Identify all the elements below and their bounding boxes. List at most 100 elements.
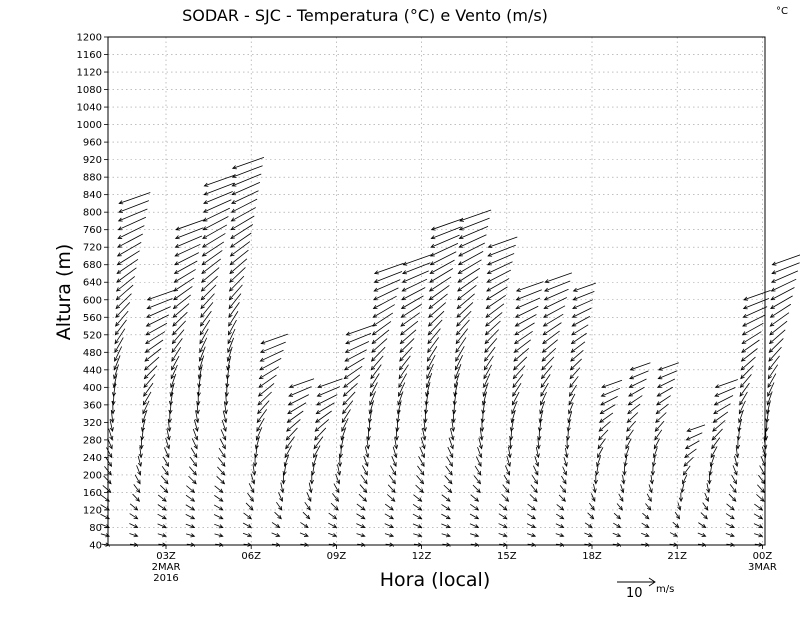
wind-barb (485, 303, 505, 318)
wind-barb (146, 298, 173, 310)
wind-barb (384, 533, 395, 538)
wind-barb (161, 466, 169, 476)
wind-barb (398, 373, 407, 389)
wind-barb (259, 349, 284, 362)
wind-barb (257, 400, 270, 415)
wind-barb (652, 447, 658, 459)
wind-barb (612, 532, 622, 537)
wind-barb (741, 339, 760, 353)
wind-barb (227, 337, 234, 354)
x-tick-label: 09Z (327, 551, 347, 562)
wind-barb (304, 501, 311, 511)
wind-barb (731, 474, 737, 485)
y-tick-label: 1160 (77, 50, 102, 61)
wind-barb (230, 224, 254, 239)
wind-barb (144, 356, 160, 371)
wind-barb (441, 504, 451, 511)
wind-barb (164, 447, 170, 459)
wind-barb (542, 313, 564, 327)
wind-barb (401, 278, 428, 292)
wind-barb (333, 483, 340, 494)
wind-barb (221, 419, 227, 433)
wind-barb (254, 436, 260, 450)
wind-barb (228, 311, 239, 327)
wind-barb (768, 338, 784, 353)
wind-barb (767, 382, 775, 397)
wind-barb (566, 420, 571, 433)
legend-unit: m/s (656, 584, 674, 595)
wind-barb (564, 448, 569, 459)
wind-barb (428, 293, 448, 310)
corner-unit-label: °C (776, 6, 788, 17)
wind-barb (702, 502, 709, 511)
wind-barb (572, 282, 596, 292)
wind-barb (429, 268, 454, 283)
wind-barb (725, 523, 735, 528)
wind-barb (285, 427, 298, 441)
wind-barb (370, 373, 380, 389)
wind-barb (686, 424, 706, 432)
wind-barb (682, 465, 691, 476)
wind-barb (141, 418, 146, 433)
wind-barb (227, 328, 236, 345)
wind-barb (427, 319, 443, 336)
y-tick-label: 40 (89, 541, 102, 552)
wind-barb (651, 456, 657, 468)
wind-barb (598, 421, 611, 432)
wind-barb (587, 512, 595, 520)
wind-barb (598, 429, 609, 441)
wind-barb (288, 386, 312, 397)
wind-barb (533, 465, 539, 476)
wind-barb (398, 382, 406, 397)
wind-barb (332, 493, 340, 502)
chart-title: SODAR - SJC - Temperatura (°C) e Vento (… (182, 6, 548, 25)
wind-barb (628, 386, 645, 397)
wind-barb (758, 474, 766, 485)
wind-barb (186, 485, 196, 494)
wind-barb (229, 249, 249, 266)
wind-barb (201, 241, 225, 257)
wind-barb (371, 321, 392, 336)
wind-barb (185, 514, 196, 520)
wind-barb (316, 394, 338, 406)
wind-barb (220, 429, 227, 441)
wind-barb (337, 455, 343, 468)
wind-barb (627, 403, 641, 415)
wind-barb (725, 513, 735, 520)
wind-barb (559, 485, 567, 494)
wind-barb (627, 395, 643, 406)
wind-barb (402, 254, 433, 266)
wind-barb (441, 513, 451, 520)
wind-barb (429, 251, 457, 266)
wind-barb (656, 378, 676, 388)
wind-barb (469, 523, 480, 529)
wind-barb (600, 396, 618, 406)
wind-barb (430, 226, 462, 240)
wind-barb (116, 258, 139, 274)
wind-barb (202, 207, 231, 222)
wind-barb (656, 386, 674, 397)
wind-barb (114, 328, 126, 345)
wind-barb (427, 337, 439, 354)
wind-barb (173, 269, 196, 283)
x-tick-label: 03Z (156, 551, 176, 562)
y-tick-label: 680 (83, 260, 102, 271)
wind-barb (129, 513, 139, 520)
wind-barb (370, 346, 386, 362)
wind-barb (400, 295, 424, 309)
wind-barb (145, 322, 168, 336)
wind-barb (186, 533, 196, 538)
wind-barb (613, 522, 622, 528)
wind-barb (620, 484, 625, 494)
wind-barb (648, 484, 653, 494)
wind-barb (771, 254, 800, 266)
wind-barb (622, 465, 627, 476)
wind-barb (243, 512, 252, 520)
wind-barb (373, 287, 399, 301)
wind-barb (738, 400, 746, 415)
wind-barb (560, 475, 567, 485)
wind-barb (697, 532, 707, 537)
wind-barb (526, 523, 537, 528)
wind-barb (413, 533, 423, 538)
